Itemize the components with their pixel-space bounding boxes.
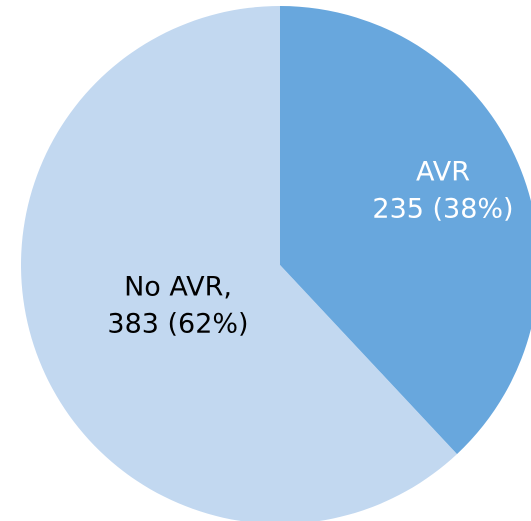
pie-slice — [21, 6, 457, 521]
slice-label: AVR — [416, 157, 470, 188]
slice-value-label: 235 (38%) — [372, 194, 513, 225]
slice-value-label: 383 (62%) — [107, 309, 248, 340]
pie-slice — [280, 6, 531, 455]
slice-label: No AVR, — [124, 272, 232, 303]
